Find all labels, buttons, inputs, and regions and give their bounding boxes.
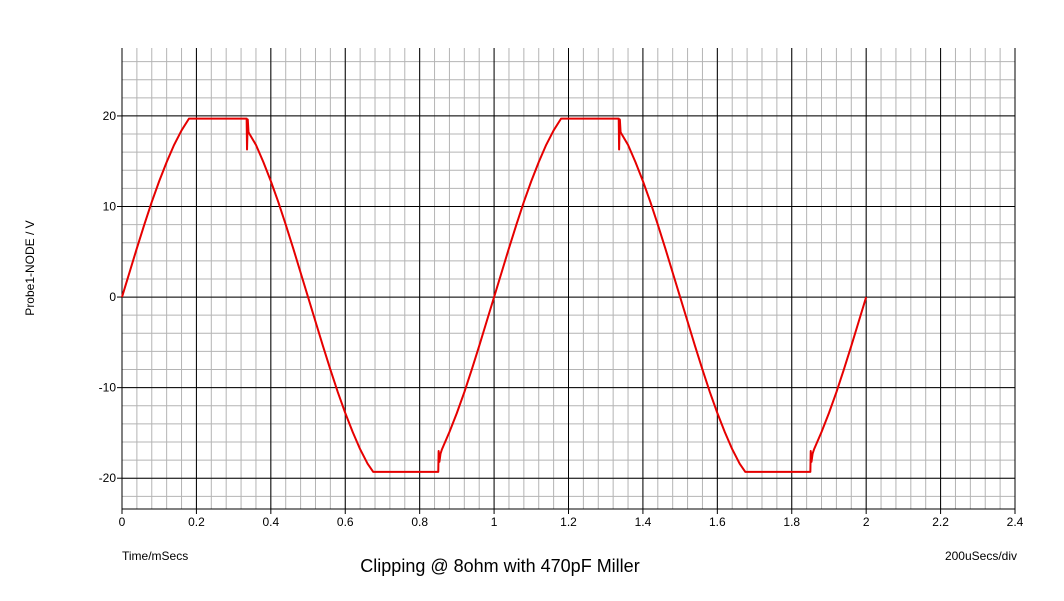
x-tick-label: 0 — [119, 515, 126, 529]
x-tick-label: 2 — [863, 515, 870, 529]
y-tick-label: -10 — [99, 381, 117, 395]
x-axis-label: Time/mSecs — [122, 549, 188, 563]
x-tick-label: 1.2 — [560, 515, 577, 529]
x-tick-label: 2.4 — [1007, 515, 1024, 529]
x-tick-label: 0.6 — [337, 515, 354, 529]
x-tick-label: 1.6 — [709, 515, 726, 529]
x-tick-label: 1.4 — [635, 515, 652, 529]
x-tick-label: 1.8 — [783, 515, 800, 529]
x-scale-label: 200uSecs/div — [945, 549, 1017, 563]
y-axis-label: Probe1-NODE / V — [23, 220, 37, 315]
x-tick-label: 0.4 — [262, 515, 279, 529]
chart-title: Clipping @ 8ohm with 470pF Miller — [360, 556, 639, 576]
series-line — [121, 117, 868, 473]
y-tick-label: 20 — [103, 109, 117, 123]
x-tick-label: 0.8 — [411, 515, 428, 529]
x-tick-label: 1 — [491, 515, 498, 529]
y-tick-label: 0 — [109, 290, 116, 304]
y-tick-label: 10 — [103, 199, 117, 213]
x-tick-label: 2.2 — [932, 515, 949, 529]
x-tick-label: 0.2 — [188, 515, 205, 529]
y-tick-label: -20 — [99, 471, 117, 485]
